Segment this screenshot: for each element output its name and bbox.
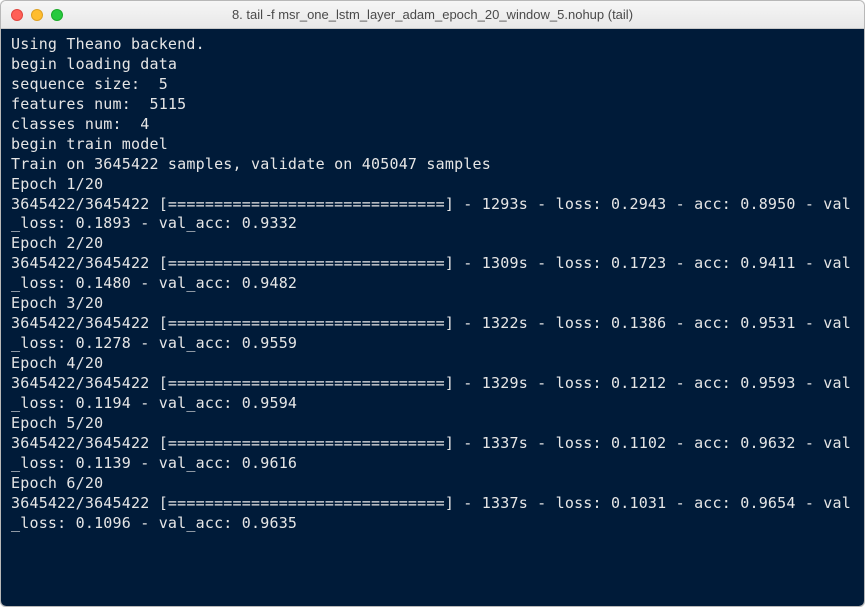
titlebar[interactable]: 8. tail -f msr_one_lstm_layer_adam_epoch… — [1, 1, 864, 29]
close-icon[interactable] — [11, 9, 23, 21]
maximize-icon[interactable] — [51, 9, 63, 21]
terminal-output[interactable]: Using Theano backend. begin loading data… — [1, 29, 864, 606]
window-title: 8. tail -f msr_one_lstm_layer_adam_epoch… — [1, 7, 864, 22]
terminal-window: 8. tail -f msr_one_lstm_layer_adam_epoch… — [0, 0, 865, 607]
minimize-icon[interactable] — [31, 9, 43, 21]
traffic-lights — [1, 9, 63, 21]
